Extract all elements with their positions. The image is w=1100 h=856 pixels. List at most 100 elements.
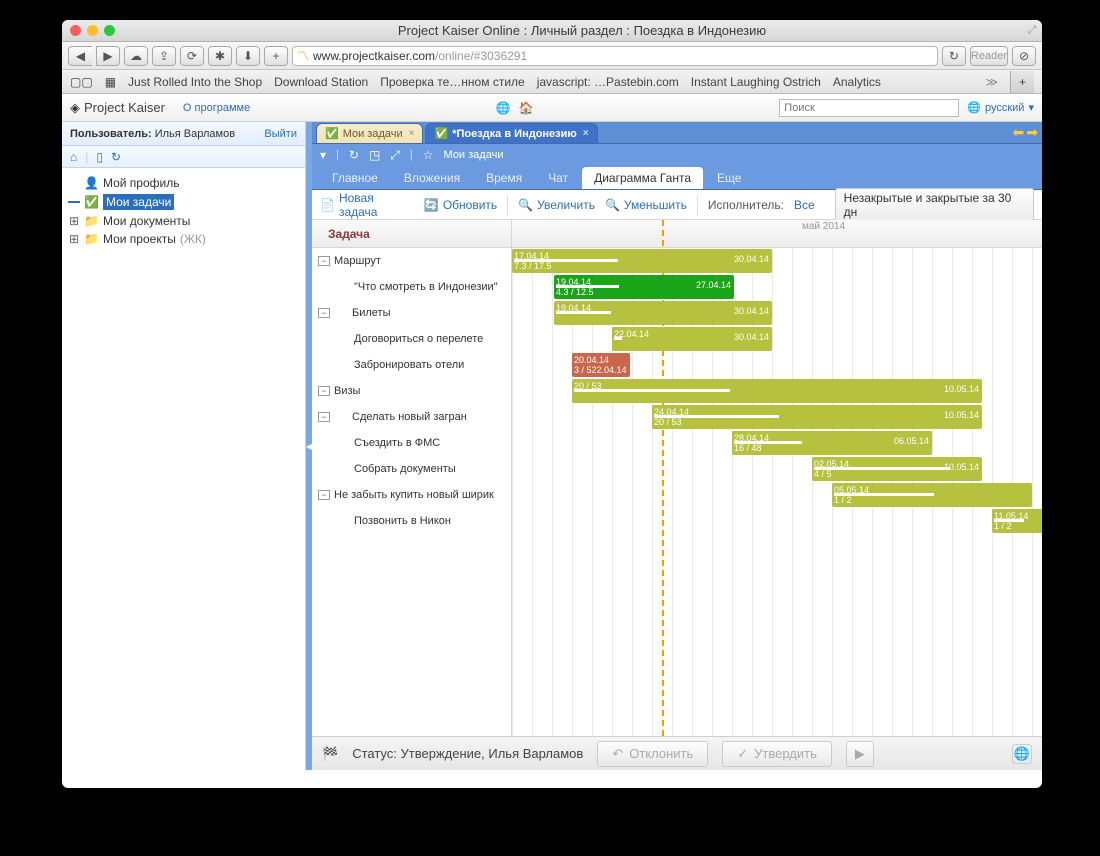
tab-main[interactable]: Главное	[320, 167, 390, 189]
minimize-window-icon[interactable]	[87, 25, 98, 36]
close-tab-icon[interactable]: ×	[409, 128, 415, 139]
logout-link[interactable]: Выйти	[264, 128, 297, 140]
close-window-icon[interactable]	[70, 25, 81, 36]
gantt-task-row[interactable]: Договориться о перелете	[312, 326, 511, 352]
tab-trip[interactable]: ✅ *Поездка в Индонезию×	[425, 123, 597, 143]
tab-next-icon[interactable]: ➡	[1026, 124, 1038, 141]
bookmark-item[interactable]: Instant Laughing Ostrich	[691, 75, 821, 89]
gantt-task-row[interactable]: −Не забыть купить новый ширик	[312, 482, 511, 508]
breadcrumb[interactable]: Мои задачи	[444, 149, 504, 161]
star-icon[interactable]: ☆	[423, 148, 434, 162]
gantt-bar[interactable]: 19.04.144.3 / 12.527.04.14	[554, 275, 734, 299]
assignee-label: Исполнитель:	[708, 198, 784, 212]
sidebar: Пользователь: Илья Варламов Выйти ⌂ | ▯ …	[62, 122, 306, 770]
gantt-task-row[interactable]: −Маршрут	[312, 248, 511, 274]
reload-icon[interactable]: ⟳	[180, 46, 204, 66]
tab-more[interactable]: Еще	[705, 167, 753, 189]
gantt-bar[interactable]: 17.04.147.3 / 17.530.04.14	[512, 249, 772, 273]
popout-icon[interactable]: ◳	[369, 148, 380, 162]
gantt-task-row[interactable]: Забронировать отели	[312, 352, 511, 378]
url-bar[interactable]: 〽 www.projectkaiser.com/online/#3036291	[292, 46, 938, 66]
sidebar-item-documents[interactable]: ⊞📁 Мои документы	[68, 212, 299, 230]
gantt-task-row[interactable]: −Сделать новый загран	[312, 404, 511, 430]
approve-button[interactable]: ✓ Утвердить	[722, 741, 832, 767]
refresh-button[interactable]: 🔄 Обновить	[424, 198, 497, 212]
about-link[interactable]: О программе	[183, 102, 250, 114]
gantt-bar[interactable]: 20 / 5310.05.14	[572, 379, 982, 403]
gantt-task-row[interactable]: Съездить в ФМС	[312, 430, 511, 456]
gantt-task-row[interactable]: Позвонить в Никон	[312, 508, 511, 534]
gantt-bar[interactable]: 05.05.141 / 2	[832, 483, 1032, 507]
add-bookmark-button[interactable]: +	[264, 46, 288, 66]
sidebar-item-projects[interactable]: ⊞📁 Мои проекты (ЖК)	[68, 230, 299, 248]
more-bookmarks-icon[interactable]: ≫	[985, 75, 998, 89]
tab-attachments[interactable]: Вложения	[392, 167, 472, 189]
reject-button[interactable]: ↶ Отклонить	[597, 741, 708, 767]
reader-button[interactable]: Reader	[970, 46, 1008, 66]
language-selector[interactable]: 🌐 русский▾	[967, 101, 1034, 114]
bookmark-item[interactable]: Проверка те…нном стиле	[380, 75, 525, 89]
close-tab-icon[interactable]: ×	[583, 128, 589, 139]
dropdown-icon[interactable]: ▾	[320, 148, 326, 162]
search-input[interactable]	[779, 99, 959, 117]
show-all-bookmarks-icon[interactable]: ▢▢	[70, 75, 93, 89]
reload-button[interactable]: ↻	[942, 46, 966, 66]
zoom-window-icon[interactable]	[104, 25, 115, 36]
browser-toolbar: ◀ ▶ ☁ ⇪ ⟳ ✱ ⬇ + 〽 www.projectkaiser.com/…	[62, 42, 1042, 70]
tab-prev-icon[interactable]: ⬅	[1013, 124, 1025, 141]
collapse-icon[interactable]: ▯	[96, 150, 103, 164]
gantt-chart: Задача −Маршрут"Что смотреть в Индонезии…	[312, 220, 1042, 736]
gantt-bar[interactable]: 19.04.1430.04.14	[554, 301, 772, 325]
window-title: Project Kaiser Online : Личный раздел : …	[142, 23, 1022, 38]
new-tab-button[interactable]: +	[1010, 71, 1034, 93]
tab-chat[interactable]: Чат	[536, 167, 580, 189]
share-icon[interactable]: ⇪	[152, 46, 176, 66]
status-flag-icon: 🏁	[322, 746, 338, 762]
url-path: /online/#3036291	[435, 49, 527, 63]
filter-dropdown[interactable]: Незакрытые и закрытые за 30 дн	[835, 188, 1034, 222]
sidebar-item-profile[interactable]: 👤 Мой профиль	[68, 174, 299, 192]
sidebar-item-tasks[interactable]: ✅ Мои задачи	[68, 192, 299, 212]
stop-button[interactable]: ⊘	[1012, 46, 1036, 66]
gantt-task-row[interactable]: −Билеты	[312, 300, 511, 326]
zoom-out-button[interactable]: 🔍 Уменьшить	[605, 198, 687, 212]
extension-icon[interactable]: ✱	[208, 46, 232, 66]
downloads-icon[interactable]: ⬇	[236, 46, 260, 66]
assignee-dropdown[interactable]: Все	[794, 198, 815, 212]
gantt-task-row[interactable]: "Что смотреть в Индонезии"	[312, 274, 511, 300]
gantt-bar[interactable]: 28.04.1416 / 4806.05.14	[732, 431, 932, 455]
app-logo[interactable]: ◈ Project Kaiser	[70, 100, 165, 116]
top-sites-icon[interactable]: ▦	[105, 75, 116, 89]
gantt-bar[interactable]: 02.05.144 / 510.05.14	[812, 457, 982, 481]
icloud-icon[interactable]: ☁	[124, 46, 148, 66]
gantt-bar[interactable]: 11.05.141 / 2	[992, 509, 1042, 533]
gantt-bar[interactable]: 20.04.143 / 522.04.14	[572, 353, 630, 377]
bookmark-item[interactable]: Just Rolled Into the Shop	[128, 75, 262, 89]
app-header: ◈ Project Kaiser О программе 🌐 🏠 🌐 русск…	[62, 94, 1042, 122]
expand-icon[interactable]: ⤢	[390, 148, 400, 163]
tab-gantt[interactable]: Диаграмма Ганта	[582, 167, 703, 189]
back-button[interactable]: ◀	[68, 46, 92, 66]
zoom-in-button[interactable]: 🔍 Увеличить	[518, 198, 595, 212]
fullscreen-icon[interactable]: ⤢	[1022, 24, 1042, 37]
tab-time[interactable]: Время	[474, 167, 534, 189]
forward-button[interactable]: ▶	[96, 46, 120, 66]
bookmark-item[interactable]: Download Station	[274, 75, 368, 89]
gantt-task-row[interactable]: −Визы	[312, 378, 511, 404]
refresh-icon[interactable]: ↻	[349, 148, 359, 162]
bookmark-item[interactable]: javascript: …Pastebin.com	[537, 75, 679, 89]
gantt-timeline[interactable]: май 2014 17.04.147.3 / 17.530.04.1419.04…	[512, 220, 1042, 736]
add-participant-icon[interactable]: 🌐	[1012, 744, 1032, 764]
gantt-toolbar: 📄 Новая задача 🔄 Обновить 🔍 Увеличить 🔍 …	[312, 190, 1042, 220]
gantt-bar[interactable]: 24.04.1420 / 5310.05.14	[652, 405, 982, 429]
bookmark-item[interactable]: Analytics	[833, 75, 881, 89]
gantt-task-row[interactable]: Собрать документы	[312, 456, 511, 482]
globe-icon[interactable]: 🌐	[496, 101, 511, 115]
tab-my-tasks[interactable]: ✅ Мои задачи×	[316, 123, 423, 143]
refresh-tree-icon[interactable]: ↻	[111, 150, 121, 164]
gantt-bar[interactable]: 22.04.1430.04.14	[612, 327, 772, 351]
home-icon[interactable]: 🏠	[519, 101, 534, 115]
home-nav-icon[interactable]: ⌂	[70, 150, 77, 164]
new-task-button[interactable]: 📄 Новая задача	[320, 191, 414, 219]
next-step-button[interactable]: ▶	[846, 741, 874, 767]
